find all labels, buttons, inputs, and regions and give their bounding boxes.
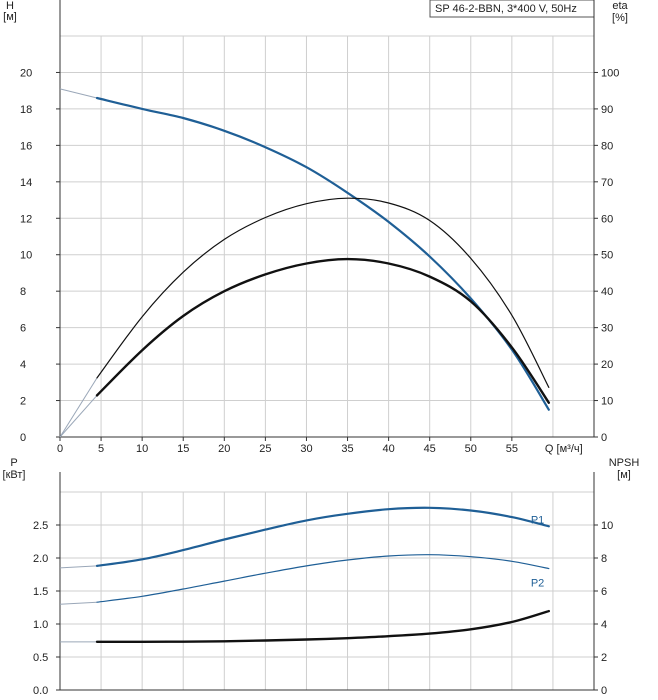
- npsh-tick-label: 6: [601, 586, 607, 598]
- h-tick-label: 2: [20, 396, 26, 408]
- q-tick-label: 35: [341, 443, 353, 455]
- lower-curves: P1 P2: [59, 506, 550, 643]
- npsh-axis-label: [м]: [617, 469, 631, 481]
- eta-tick-label: 40: [601, 286, 613, 298]
- h-tick-label: 4: [20, 359, 26, 371]
- npsh-axis-label: NPSH: [609, 457, 640, 469]
- upper-grid: [60, 35, 594, 437]
- H-curve: [95, 96, 550, 411]
- npsh-tick-label: 4: [601, 619, 607, 631]
- power-npsh-panel: 0.0 0.5 1.0 1.5 2.0 2.5 0 2 4 6 8 10 P[кВт] NPSH[м] P…: [3, 457, 640, 697]
- h-tick-label: 18: [20, 104, 32, 116]
- p-axis-label: P: [10, 457, 17, 469]
- q-tick-label: 45: [424, 443, 436, 455]
- p1-curve: [95, 506, 550, 567]
- eta-tick-label: 10: [601, 396, 613, 408]
- q-tick-label: 30: [300, 443, 312, 455]
- p-tick-label: 2.5: [33, 520, 48, 532]
- npsh-tick-label: 10: [601, 520, 613, 532]
- eta-tick-label: 50: [601, 250, 613, 262]
- q-tick-label: 10: [136, 443, 148, 455]
- H-extrap-line: [59, 88, 98, 99]
- h-axis-label: [м]: [3, 11, 17, 23]
- chart-title: SP 46-2-BBN, 3*400 V, 50Hz: [435, 3, 577, 15]
- h-tick-label: 20: [20, 67, 32, 79]
- eta-thick-curve: [95, 257, 550, 404]
- h-tick-label: 6: [20, 323, 26, 335]
- npsh-tick-label: 2: [601, 652, 607, 664]
- h-tick-label: 8: [20, 286, 26, 298]
- q-tick-label: 55: [506, 443, 518, 455]
- npsh-tick-label: 8: [601, 553, 607, 565]
- npsh-tick-label: 0: [601, 685, 607, 697]
- p-axis-label: [кВт]: [3, 469, 26, 481]
- P2-extrap-line: [59, 601, 97, 605]
- q-tick-label: 20: [218, 443, 230, 455]
- p1-series-label: P1: [531, 514, 544, 526]
- head-efficiency-panel: 0 2 4 6 8 10 12 14 16 18 20 0 10 20 30 40 50 60 70 80 90 100 0…: [3, 0, 629, 455]
- lower-axes: 0.0 0.5 1.0 1.5 2.0 2.5 0 2 4 6 8 10 P[кВт] NPSH[м]: [3, 457, 640, 697]
- p-tick-label: 0.0: [33, 685, 48, 697]
- eta-tick-label: 100: [601, 67, 619, 79]
- h-tick-label: 14: [20, 177, 32, 189]
- eta-tick-label: 90: [601, 104, 613, 116]
- h-tick-label: 10: [20, 250, 32, 262]
- h-tick-label: 12: [20, 213, 32, 225]
- q-tick-label: 5: [98, 443, 104, 455]
- lower-grid: [60, 491, 594, 690]
- eta-tick-label: 0: [601, 432, 607, 444]
- eta-thin-curve: [96, 197, 550, 388]
- eta-axis-label: [%]: [612, 12, 628, 24]
- q-tick-label: 0: [57, 443, 63, 455]
- upper-curves: [59, 88, 550, 438]
- h-axis-label: H: [6, 0, 14, 12]
- npsh-curve: [95, 609, 550, 643]
- p-tick-label: 2.0: [33, 553, 48, 565]
- p-tick-label: 1.0: [33, 619, 48, 631]
- upper-axes: 0 2 4 6 8 10 12 14 16 18 20 0 10 20 30 40 50 60 70 80 90 100 0…: [3, 0, 629, 455]
- q-tick-label: 40: [382, 443, 394, 455]
- p2-curve: [96, 554, 550, 603]
- h-tick-label: 0: [20, 432, 26, 444]
- chart-title-box: SP 46-2-BBN, 3*400 V, 50Hz: [429, 0, 595, 18]
- eta-thin-extrap-line: [59, 377, 98, 438]
- eta-tick-label: 20: [601, 359, 613, 371]
- eta-axis-label: eta: [612, 0, 628, 12]
- q-tick-label: 25: [259, 443, 271, 455]
- eta-tick-label: 70: [601, 177, 613, 189]
- p-tick-label: 0.5: [33, 652, 48, 664]
- P1-extrap-line: [59, 565, 97, 569]
- q-tick-label: 15: [177, 443, 189, 455]
- q-axis-label: Q [м³/ч]: [545, 443, 583, 455]
- p2-series-label: P2: [531, 578, 544, 590]
- eta-tick-label: 30: [601, 323, 613, 335]
- eta-tick-label: 60: [601, 213, 613, 225]
- h-tick-label: 16: [20, 140, 32, 152]
- p-tick-label: 1.5: [33, 586, 48, 598]
- q-tick-label: 50: [465, 443, 477, 455]
- eta-tick-label: 80: [601, 140, 613, 152]
- eta-thick-extrap-line: [59, 395, 98, 438]
